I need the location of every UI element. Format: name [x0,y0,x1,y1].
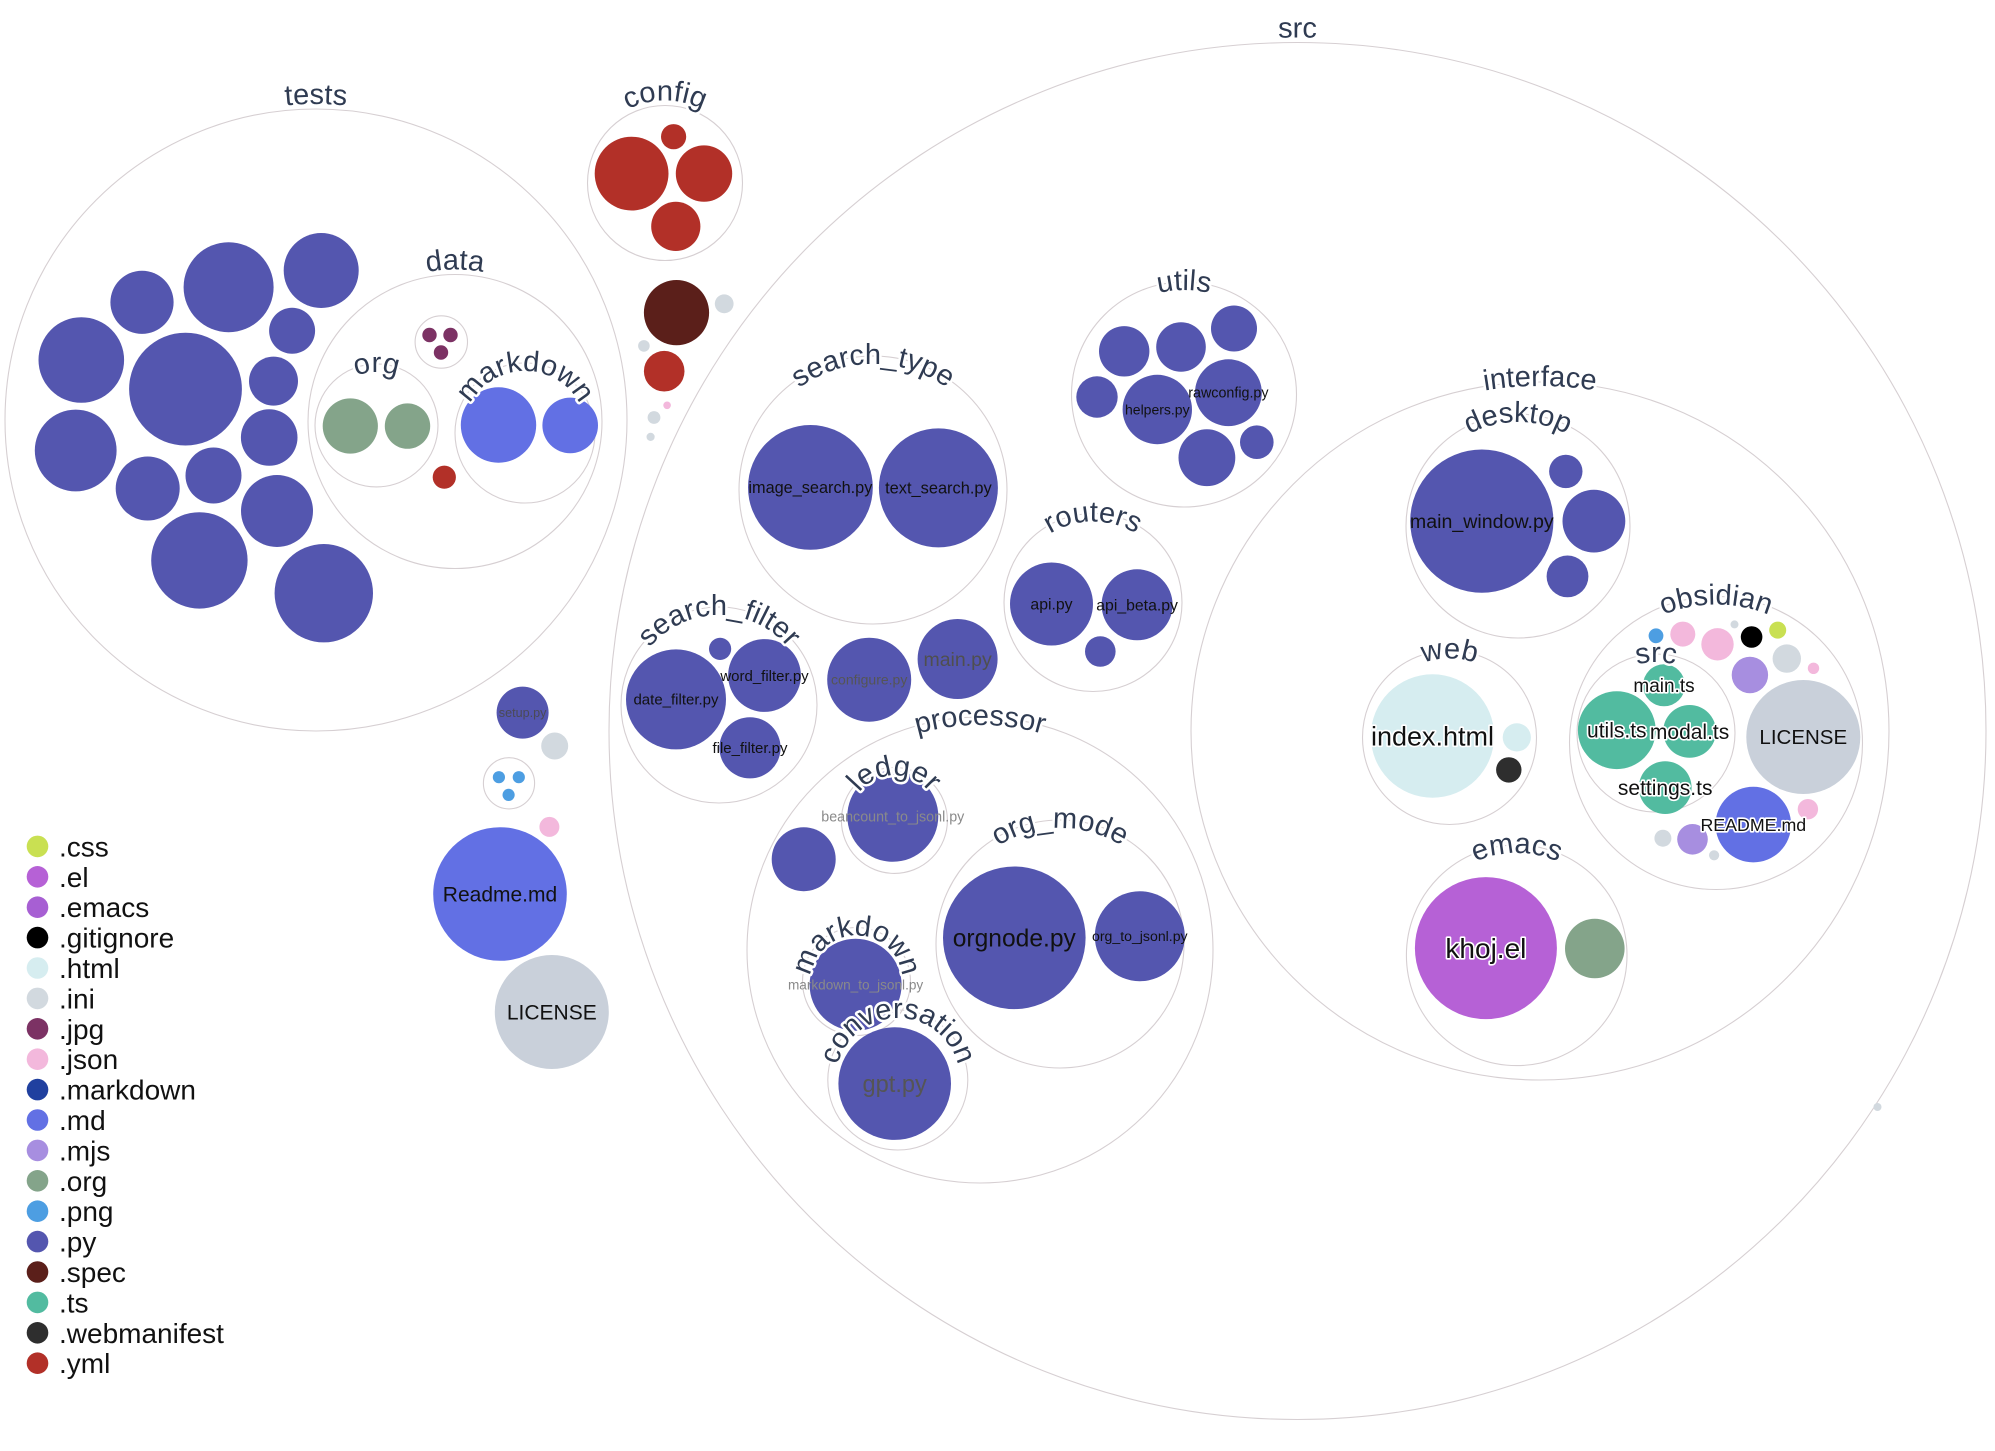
svg-text:.json: .json [59,1044,118,1075]
svg-text:rawconfig.py: rawconfig.py [1188,386,1269,402]
svg-text:config: config [618,75,711,115]
svg-text:.jpg: .jpg [59,1014,104,1045]
svg-text:helpers.py: helpers.py [1125,401,1190,417]
svg-text:date_filter.py: date_filter.py [633,692,719,709]
svg-text:.webmanifest: .webmanifest [59,1318,224,1349]
svg-text:gpt.py: gpt.py [863,1072,927,1098]
svg-text:index.html: index.html [1371,722,1494,752]
svg-text:utils: utils [1154,265,1214,300]
svg-text:.emacs: .emacs [59,892,149,923]
svg-text:main.ts: main.ts [1633,676,1694,697]
svg-text:.yml: .yml [59,1348,110,1379]
svg-text:.html: .html [59,953,120,984]
svg-text:api_beta.py: api_beta.py [1096,597,1178,614]
svg-text:image_search.py: image_search.py [748,479,873,497]
svg-text:.markdown: .markdown [59,1075,196,1106]
svg-text:Readme.md: Readme.md [443,883,557,906]
svg-text:web: web [1417,633,1481,669]
svg-text:.org: .org [59,1166,107,1197]
svg-text:.ts: .ts [59,1287,89,1318]
svg-text:.css: .css [59,831,109,862]
svg-text:.gitignore: .gitignore [59,923,174,954]
svg-text:file_filter.py: file_filter.py [712,740,788,757]
svg-text:utils.ts: utils.ts [1587,720,1647,743]
svg-text:beancount_to_jsonl.py: beancount_to_jsonl.py [821,809,965,825]
svg-text:.py: .py [59,1227,96,1258]
svg-text:LICENSE: LICENSE [507,1001,597,1024]
svg-text:khoj.el: khoj.el [1445,933,1526,964]
svg-text:text_search.py: text_search.py [885,480,992,498]
svg-text:orgnode.py: orgnode.py [953,925,1077,952]
svg-text:api.py: api.py [1030,597,1072,614]
svg-text:interface: interface [1481,361,1599,397]
svg-text:.mjs: .mjs [59,1135,110,1166]
svg-text:org_to_jsonl.py: org_to_jsonl.py [1092,928,1189,944]
svg-text:.el: .el [59,862,89,893]
svg-text:.spec: .spec [59,1257,126,1288]
svg-text:modal.ts: modal.ts [1650,721,1729,744]
svg-text:settings.ts: settings.ts [1618,777,1713,800]
svg-text:src: src [1633,637,1680,671]
svg-text:setup.py: setup.py [499,706,547,720]
svg-text:org: org [350,347,403,382]
svg-text:README.md: README.md [1700,815,1806,835]
svg-text:markdown_to_jsonl.py: markdown_to_jsonl.py [788,978,923,993]
svg-text:src: src [1278,12,1317,44]
svg-text:data: data [424,244,488,279]
svg-text:word_filter.py: word_filter.py [719,668,809,685]
svg-text:.md: .md [59,1105,106,1136]
svg-text:configure.py: configure.py [831,672,907,688]
svg-text:main_window.py: main_window.py [1410,511,1554,533]
svg-text:main.py: main.py [923,649,992,671]
svg-text:.ini: .ini [59,983,95,1014]
svg-text:.png: .png [59,1196,114,1227]
svg-text:LICENSE: LICENSE [1759,726,1847,749]
